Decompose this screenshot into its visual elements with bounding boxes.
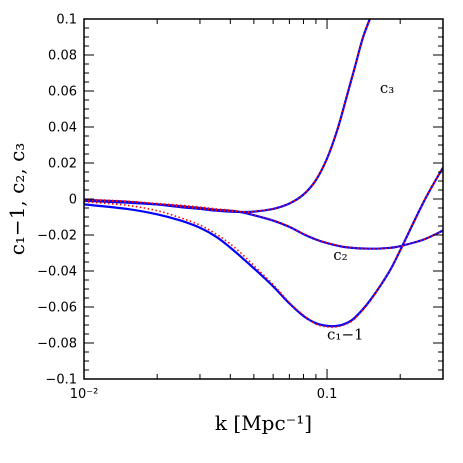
- y-tick-label: 0.06: [48, 85, 77, 100]
- labels: 0.1 0.08 0.06 0.04 0.02 0 −0.02 −0.04 −0.06 −0.08…: [37, 13, 337, 403]
- y-tick-label: 0.08: [48, 49, 77, 64]
- y-tick-label: −0.08: [37, 337, 77, 352]
- curves: [84, 19, 443, 328]
- x-tick-label: 0.1: [317, 387, 338, 402]
- y-tick-label: 0: [69, 193, 77, 208]
- annotations: c₃ c₂ c₁−1: [327, 79, 394, 344]
- plot-frame: [83, 18, 444, 380]
- curve-label: c₃: [380, 79, 394, 97]
- x-axis-title: k [Mpc⁻¹]: [215, 411, 312, 435]
- y-tick-label: −0.06: [37, 301, 77, 316]
- y-tick-label: −0.02: [37, 229, 77, 244]
- series-line-dotted-5: [84, 19, 371, 213]
- y-tick-label: 0.04: [48, 121, 77, 136]
- x-tick-label: 10⁻²: [70, 387, 99, 402]
- series-line-dotted-4: [84, 199, 443, 250]
- curve-label: c₂: [333, 246, 347, 264]
- y-tick-label: 0.02: [48, 157, 77, 172]
- y-tick-label: 0.1: [56, 13, 77, 28]
- ticks: [83, 18, 444, 380]
- y-tick-label: −0.04: [37, 265, 77, 280]
- series-line-0: [84, 19, 371, 214]
- series-line-1: [84, 199, 443, 250]
- y-tick-label: −0.1: [45, 373, 77, 388]
- series-line-dotted-3: [84, 167, 443, 328]
- curve-label: c₁−1: [327, 325, 364, 343]
- y-axis-title: c₁−1, c₂, c₃: [5, 143, 29, 256]
